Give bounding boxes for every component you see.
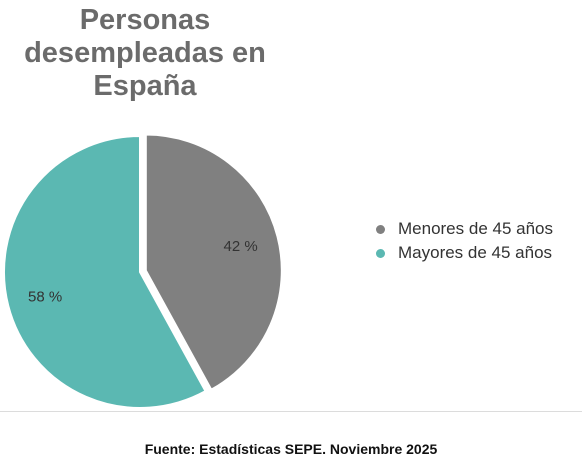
chart-title-line-2: desempleadas en: [24, 37, 266, 69]
legend-item-mayores: Mayores de 45 años: [374, 241, 553, 265]
chart-legend: Menores de 45 años Mayores de 45 años: [374, 217, 553, 265]
divider: [0, 411, 582, 412]
pie-slice-mayores: [3, 134, 207, 409]
source-note: Fuente: Estadísticas SEPE. Noviembre 202…: [144, 441, 438, 457]
legend-label-menores: Menores de 45 años: [398, 219, 553, 238]
data-label-menores: 42 %: [224, 238, 258, 255]
data-label-mayores: 58 %: [28, 288, 62, 305]
pie-chart: 42 % 58 %: [3, 133, 283, 409]
legend-swatch-menores: [376, 224, 385, 234]
chart-title-line-1: Personas: [79, 4, 211, 36]
pie-slice-menores: [144, 133, 283, 392]
legend-label-mayores: Mayores de 45 años: [398, 243, 553, 262]
chart-title: Personas desempleadas en España: [0, 4, 290, 103]
chart-title-line-3: España: [93, 70, 197, 102]
legend-item-menores: Menores de 45 años: [374, 217, 553, 241]
legend-swatch-mayores: [376, 248, 385, 258]
